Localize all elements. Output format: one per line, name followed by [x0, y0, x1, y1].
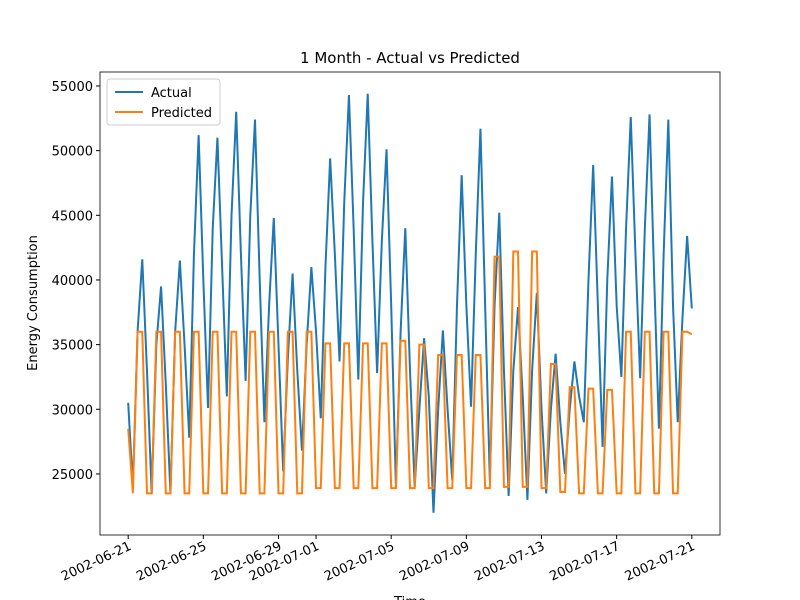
y-axis-label: Energy Consumption — [26, 235, 41, 371]
x-tick-label: 2002-07-17 — [548, 539, 623, 585]
legend-box — [106, 78, 221, 126]
data-line — [127, 250, 693, 495]
x-tick-label: 2002-06-21 — [59, 539, 134, 585]
chart-title: 1 Month - Actual vs Predicted — [300, 49, 520, 67]
x-axis-label: Time — [393, 595, 426, 600]
x-tick-label: 2002-07-05 — [322, 539, 397, 585]
y-tick-label: 25000 — [52, 468, 93, 483]
y-tick-label: 40000 — [52, 274, 93, 289]
y-tick-label: 35000 — [52, 339, 93, 354]
x-tick-label: 2002-07-21 — [623, 539, 698, 585]
y-tick-label: 55000 — [52, 80, 93, 95]
y-tick-label: 50000 — [52, 145, 93, 160]
legend-label: Actual — [151, 86, 192, 101]
plot-area — [99, 71, 721, 536]
x-tick-label: 2002-06-25 — [134, 539, 209, 585]
y-tick-label: 30000 — [52, 403, 93, 418]
data-line — [127, 93, 693, 513]
legend-label: Predicted — [151, 106, 212, 121]
y-tick-label: 45000 — [52, 209, 93, 224]
x-tick-label: 2002-07-09 — [397, 539, 472, 585]
x-tick-label: 2002-07-13 — [472, 539, 547, 585]
